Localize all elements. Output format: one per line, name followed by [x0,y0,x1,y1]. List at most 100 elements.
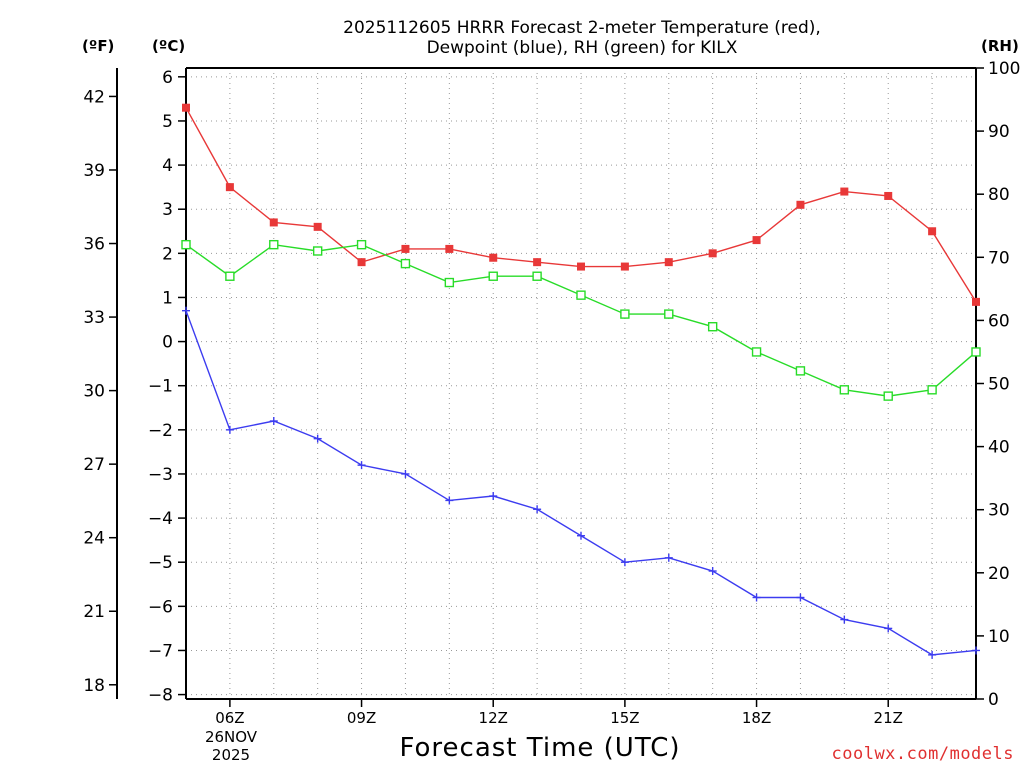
dewpoint-point [928,650,937,659]
dewpoint-point [313,434,322,443]
rh-point [312,246,323,256]
temperature-point [928,227,937,236]
x-tick-label: 15Z [610,709,639,727]
temperature-point [313,222,322,231]
temperature-point [533,258,542,267]
temperature-point [182,103,190,112]
celsius-tick-label: 0 [162,333,173,353]
rh-point [488,271,498,281]
dewpoint-point [620,558,629,567]
rh-tick-label: 50 [988,375,1010,395]
celsius-tick-label: −4 [148,509,173,529]
rh-point [883,391,893,401]
celsius-tick-label: 6 [162,68,173,88]
rh-point [927,385,937,395]
dewpoint-point [577,531,585,540]
rh-point [444,277,455,288]
rh-point [532,271,542,281]
temperature-point [884,191,893,200]
dewpoint-point [533,505,542,514]
celsius-tick-label: 3 [162,200,173,220]
grid-lines [186,68,976,699]
dewpoint-point [445,496,454,505]
temperature-point [269,218,278,227]
temperature-point [401,244,410,253]
rh-tick-label: 20 [988,564,1010,584]
rh-point [839,385,850,395]
rh-axis-label: (RH) [981,37,1019,55]
celsius-tick-label: −1 [148,377,173,397]
rh-point [664,309,674,319]
rh-point [269,239,279,250]
temperature-point [972,297,980,306]
celsius-tick-label: 2 [162,244,173,264]
rh-tick-label: 100 [988,59,1020,79]
temperature-point [445,244,454,253]
fahrenheit-tick-label: 18 [83,676,105,696]
fahrenheit-tick-label: 30 [83,382,105,402]
chart-title-line-2: Dewpoint (blue), RH (green) for KILX [426,38,738,58]
temperature-point [664,258,673,267]
dewpoint-point [708,567,717,576]
rh-point [576,290,586,300]
rh-point [971,347,981,357]
x-tick-label: 21Z [874,709,903,727]
rh-tick-label: 60 [988,311,1010,331]
rh-point [356,239,367,250]
rh-point [400,258,411,269]
rh-tick-label: 90 [988,122,1010,142]
celsius-tick-label: 4 [162,156,173,176]
rh-point [225,271,235,281]
rh-point [707,322,718,332]
temperature-point [225,183,234,192]
temperature-point [620,262,629,271]
credit-text: coolwx.com/models [831,744,1014,764]
celsius-tick-label: −8 [148,686,173,706]
date-line-2: 2025 [212,746,250,764]
fahrenheit-tick-label: 33 [83,308,105,328]
dewpoint-point [182,306,190,315]
x-tick-label: 09Z [347,709,376,727]
celsius-axis-label: (ºC) [152,37,186,55]
series-lines [181,103,981,659]
temperature-point [840,187,849,196]
celsius-tick-label: −3 [148,465,173,485]
fahrenheit-axis-label: (ºF) [82,37,115,55]
fahrenheit-tick-label: 27 [83,455,105,475]
dewpoint-point [225,425,234,434]
chart-title-line-1: 2025112605 HRRR Forecast 2-meter Tempera… [343,18,821,38]
celsius-tick-label: −7 [148,641,173,661]
date-label: 26NOV 2025 [205,728,258,764]
temperature-point [752,236,761,245]
celsius-tick-label: 5 [162,112,173,132]
dewpoint-point [401,469,410,478]
temperature-line [185,107,977,303]
rh-tick-label: 0 [988,690,999,710]
fahrenheit-tick-label: 24 [83,529,105,549]
temperature-point [796,200,805,209]
rh-point [620,309,630,319]
x-tick-label: 12Z [479,709,508,727]
fahrenheit-tick-label: 42 [83,87,105,107]
x-tick-label: 18Z [742,709,771,727]
fahrenheit-tick-label: 39 [83,161,105,181]
temperature-point [489,253,498,262]
temperature-point [708,249,717,258]
dewpoint-point [884,624,893,633]
axes: 6543210−1−2−3−4−5−6−7−842393633302724211… [83,59,1020,727]
celsius-tick-label: −6 [148,597,173,617]
dewpoint-point [357,461,366,470]
fahrenheit-tick-label: 36 [83,235,105,255]
x-axis-title: Forecast Time (UTC) [399,733,681,763]
dewpoint-point [269,417,278,426]
dewpoint-point [664,553,673,562]
dewpoint-point [752,593,761,602]
rh-tick-label: 10 [988,627,1010,647]
dewpoint-point [972,646,980,655]
temperature-point [577,262,585,271]
rh-tick-label: 80 [988,185,1010,205]
rh-tick-label: 70 [988,248,1010,268]
rh-point [795,366,806,376]
x-tick-label: 06Z [215,709,244,727]
